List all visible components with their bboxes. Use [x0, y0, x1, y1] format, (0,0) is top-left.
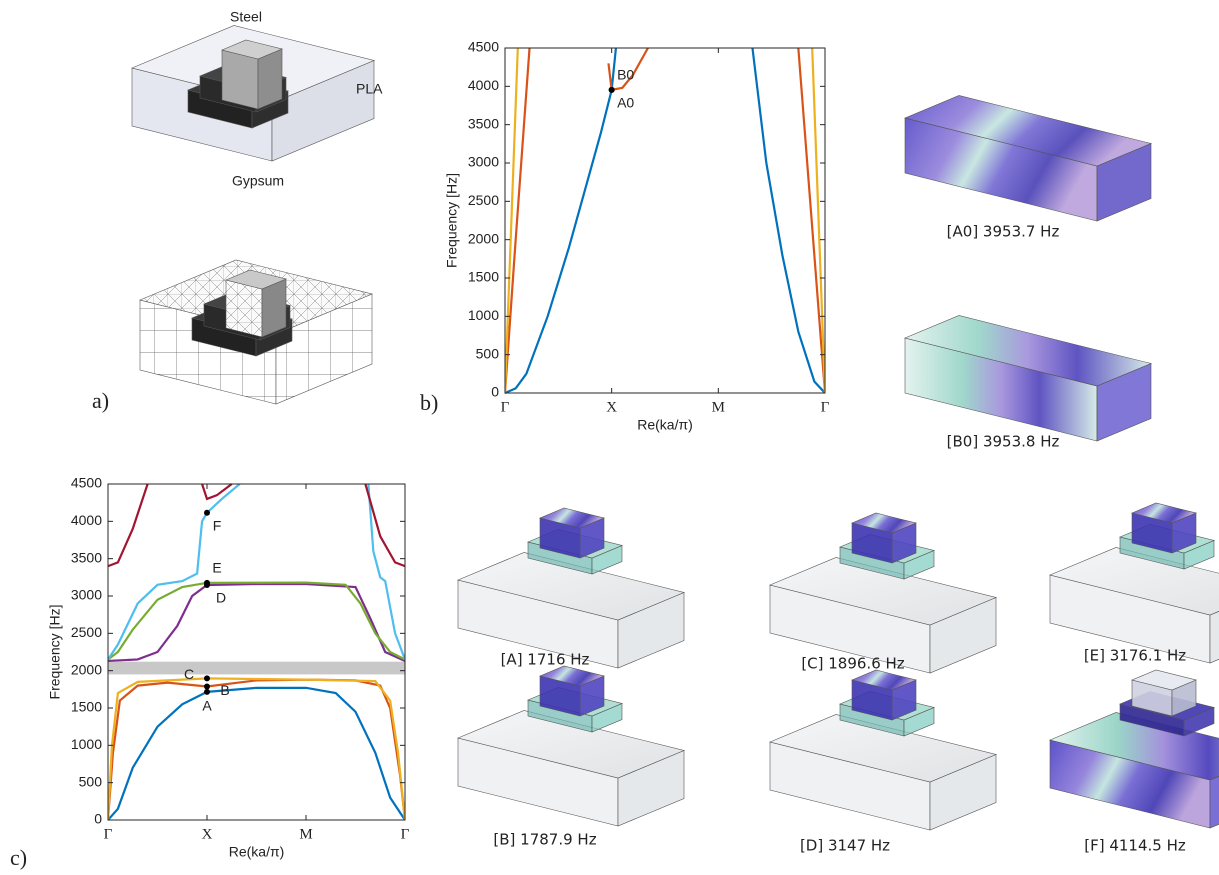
- mode-point: [609, 87, 615, 93]
- y-tick-label: 2500: [71, 624, 102, 640]
- material-label: Steel: [230, 9, 262, 25]
- y-tick-label: 4500: [468, 39, 499, 55]
- chart: A0 B0 0 500 1000 1500 2000 2500 3000 3500 4000 4500…: [444, 39, 830, 433]
- mode-caption: [B0] 3953.8 Hz: [947, 433, 1060, 451]
- x-tick-label: M: [299, 826, 312, 842]
- y-tick-label: 4500: [71, 475, 102, 491]
- mode-caption: [A] 1716 Hz: [501, 651, 590, 669]
- panel-label: a): [92, 388, 109, 413]
- point-label: B0: [617, 67, 634, 83]
- x-tick-label: M: [712, 399, 725, 415]
- x-tick-label: X: [606, 399, 617, 415]
- figure: a) b) c) Steel PLA Gypsum [A0] 3953.7 Hz…: [0, 0, 1219, 875]
- panel-label: b): [420, 390, 438, 415]
- material-label: PLA: [356, 81, 383, 97]
- x-tick-label: Γ: [401, 826, 410, 842]
- y-tick-label: 0: [94, 811, 102, 827]
- y-tick-label: 3000: [71, 587, 102, 603]
- y-axis-label: Frequency [Hz]: [444, 173, 460, 268]
- point-label: E: [212, 560, 221, 576]
- x-tick-label: Γ: [821, 399, 830, 415]
- point-label: A0: [617, 95, 634, 111]
- plot-area: [108, 484, 405, 820]
- y-tick-label: 3000: [468, 154, 499, 170]
- y-tick-label: 1000: [71, 736, 102, 752]
- mode-caption: [F] 4114.5 Hz: [1084, 837, 1186, 855]
- y-tick-label: 3500: [468, 115, 499, 131]
- x-tick-label: X: [202, 826, 213, 842]
- chart: AB C DE F 0 500 1000 1500 2000 2500 3000 3500 4000 45…: [47, 475, 410, 860]
- y-tick-label: 1500: [71, 699, 102, 715]
- point-label: B: [220, 682, 229, 698]
- material-label: Gypsum: [232, 173, 284, 189]
- y-axis-label: Frequency [Hz]: [47, 605, 63, 700]
- x-tick-label: Γ: [501, 399, 510, 415]
- point-label: C: [184, 666, 194, 682]
- mode-caption: [A0] 3953.7 Hz: [947, 223, 1060, 241]
- band-gap: [108, 662, 405, 675]
- x-tick-label: Γ: [104, 826, 113, 842]
- x-axis-label: Re(ka/π): [637, 417, 693, 433]
- mode-caption: [E] 3176.1 Hz: [1084, 647, 1186, 665]
- y-tick-label: 500: [476, 345, 500, 361]
- y-tick-label: 2000: [468, 230, 499, 246]
- y-tick-label: 4000: [71, 512, 102, 528]
- mode-point: [204, 580, 210, 586]
- x-axis-label: Re(ka/π): [229, 844, 285, 860]
- y-tick-label: 0: [491, 384, 499, 400]
- mode-caption: [D] 3147 Hz: [800, 837, 890, 855]
- y-tick-label: 4000: [468, 77, 499, 93]
- mode-point: [204, 689, 210, 695]
- block-face: [258, 49, 282, 109]
- y-tick-label: 1500: [468, 269, 499, 285]
- block-face: [226, 280, 262, 337]
- mode-point: [204, 510, 210, 516]
- point-label: D: [216, 590, 226, 606]
- y-tick-label: 500: [79, 773, 103, 789]
- y-tick-label: 2000: [71, 661, 102, 677]
- mode-point: [204, 684, 210, 690]
- mode-caption: [C] 1896.6 Hz: [801, 655, 904, 673]
- y-tick-label: 1000: [468, 307, 499, 323]
- point-label: F: [213, 517, 222, 533]
- mode-caption: [B] 1787.9 Hz: [493, 831, 596, 849]
- mode-point: [204, 675, 210, 681]
- point-label: A: [202, 698, 212, 714]
- block-face: [222, 50, 258, 109]
- panel-label: c): [10, 845, 27, 870]
- y-tick-label: 3500: [71, 549, 102, 565]
- y-tick-label: 2500: [468, 192, 499, 208]
